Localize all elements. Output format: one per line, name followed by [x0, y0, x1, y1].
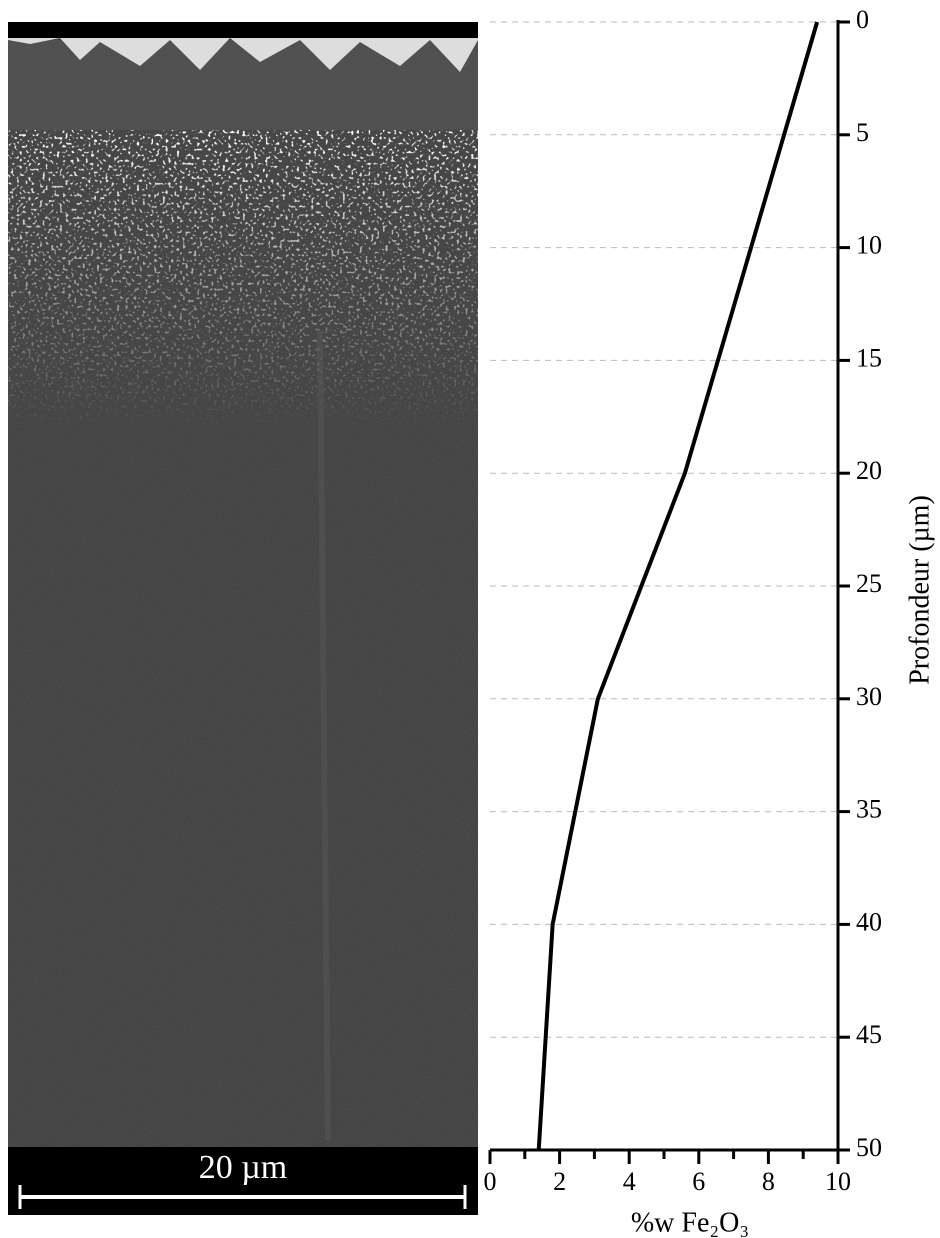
x-axis-label: %w Fe₂O₃ [631, 1207, 749, 1238]
y-tick-label: 35 [856, 795, 882, 824]
x-tick-label: 10 [825, 1167, 851, 1196]
x-tick-label: 6 [692, 1167, 705, 1196]
y-tick-label: 30 [856, 682, 882, 711]
y-tick-label: 5 [856, 118, 869, 147]
y-tick-label: 0 [856, 5, 869, 34]
y-tick-label: 45 [856, 1020, 882, 1049]
x-tick-label: 4 [623, 1167, 636, 1196]
x-tick-label: 0 [484, 1167, 497, 1196]
y-tick-label: 50 [856, 1133, 882, 1162]
data-line [536, 21, 820, 1151]
x-tick-label: 2 [553, 1167, 566, 1196]
scale-bar-label: 20 µm [199, 1149, 288, 1186]
x-tick-label: 8 [762, 1167, 775, 1196]
y-tick-label: 15 [856, 343, 882, 372]
y-tick-label: 25 [856, 569, 882, 598]
y-tick-label: 10 [856, 231, 882, 260]
y-tick-label: 40 [856, 907, 882, 936]
micrograph: 20 µm [8, 22, 478, 1215]
y-axis-label: Profondeur (µm) [904, 495, 935, 685]
y-tick-label: 20 [856, 456, 882, 485]
